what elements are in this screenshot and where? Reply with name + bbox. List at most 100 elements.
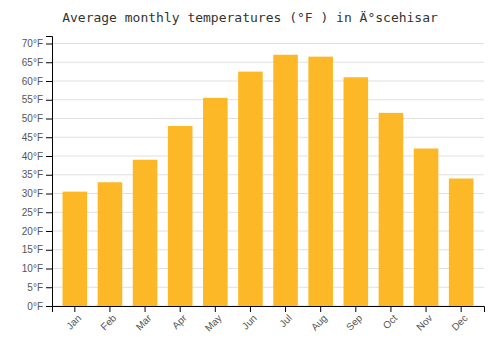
bar [344, 77, 369, 306]
y-tick-mark [46, 81, 52, 82]
x-tick-mark [74, 306, 75, 312]
x-tick: Jul [277, 306, 294, 329]
y-tick-label: 20°F [22, 226, 43, 237]
y-tick-label: 15°F [22, 244, 43, 255]
bar [414, 149, 439, 307]
y-tick-label: 30°F [22, 188, 43, 199]
y-tick-mark [46, 269, 52, 270]
x-tick-mark [426, 306, 427, 312]
x-tick-mark [461, 306, 462, 312]
x-tick-mark [320, 306, 321, 312]
bar [168, 126, 193, 306]
y-tick: 10°F [22, 263, 52, 274]
x-tick-label: Apr [170, 312, 189, 331]
y-tick-mark [46, 62, 52, 63]
y-tick: 35°F [22, 169, 52, 180]
y-axis-line [46, 37, 53, 307]
x-tick-mark [215, 306, 216, 312]
bar [63, 192, 88, 306]
y-tick: 20°F [22, 226, 52, 237]
x-axis-line [53, 307, 485, 313]
x-tick-label: Mar [134, 312, 154, 332]
x-tick: Sep [344, 306, 365, 333]
x-tick: Jun [240, 306, 259, 332]
y-tick-label: 45°F [22, 132, 43, 143]
bar [379, 113, 404, 306]
bar [308, 57, 333, 306]
x-tick-mark [390, 306, 391, 312]
y-tick-mark [46, 250, 52, 251]
grid-line [52, 62, 484, 63]
x-tick: May [203, 306, 224, 334]
x-tick-label: May [203, 312, 224, 333]
x-tick-label: Jun [240, 312, 259, 331]
y-tick-label: 35°F [22, 169, 43, 180]
x-tick-mark [109, 306, 110, 312]
x-tick-mark [180, 306, 181, 312]
y-tick-mark [46, 287, 52, 288]
bar [133, 160, 158, 306]
bar [273, 55, 298, 306]
y-tick-label: 5°F [27, 282, 43, 293]
y-tick: 30°F [22, 188, 52, 199]
y-tick-mark [46, 100, 52, 101]
bar [203, 98, 228, 306]
y-tick: 0°F [27, 301, 52, 312]
y-tick-mark [46, 175, 52, 176]
chart: 0°F 5°F 10°F 15°F 20°F 25°F 30°F 35°F 40°F 45°F 50… [0, 0, 500, 350]
x-tick-label: Jul [277, 312, 294, 329]
x-tick-label: Feb [98, 312, 118, 332]
y-tick: 15°F [22, 244, 52, 255]
y-tick-mark [46, 137, 52, 138]
bar [449, 179, 474, 307]
x-tick-mark [285, 306, 286, 312]
y-tick-mark [46, 44, 52, 45]
y-tick: 50°F [22, 113, 52, 124]
y-tick-label: 25°F [22, 207, 43, 218]
x-tick-mark [250, 306, 251, 312]
y-tick-mark [46, 156, 52, 157]
y-tick-label: 40°F [22, 151, 43, 162]
y-tick-mark [46, 119, 52, 120]
y-tick: 60°F [22, 76, 52, 87]
x-tick-label: Dec [449, 312, 469, 332]
y-axis: 0°F 5°F 10°F 15°F 20°F 25°F 30°F 35°F 40°F 45°F 50… [22, 37, 53, 312]
grid-line [52, 43, 484, 44]
x-tick: Apr [170, 306, 189, 331]
x-tick-label: Oct [381, 312, 400, 331]
x-tick: Mar [134, 306, 154, 332]
plot: 0°F 5°F 10°F 15°F 20°F 25°F 30°F 35°F 40°F 45°F 50… [22, 37, 485, 334]
y-tick: 40°F [22, 151, 52, 162]
x-tick-mark [355, 306, 356, 312]
bar [238, 72, 263, 306]
y-tick: 5°F [27, 282, 52, 293]
x-axis: JanFebMarAprMayJunJulAugSepOctNovDec [53, 306, 485, 334]
y-tick-label: 60°F [22, 76, 43, 87]
y-tick-label: 10°F [22, 263, 43, 274]
x-tick: Oct [381, 306, 400, 331]
x-tick: Nov [414, 306, 434, 333]
grid-line [52, 99, 484, 100]
x-tick-label: Jan [64, 312, 83, 331]
x-tick-label: Sep [344, 312, 365, 333]
x-tick: Jan [64, 306, 83, 332]
grid-line [52, 137, 484, 138]
y-tick-label: 70°F [22, 38, 43, 49]
x-tick-label: Nov [414, 312, 434, 332]
x-tick: Dec [449, 306, 469, 333]
y-tick-label: 50°F [22, 113, 43, 124]
y-tick-label: 0°F [27, 301, 43, 312]
y-tick: 65°F [22, 57, 52, 68]
y-tick-label: 55°F [22, 94, 43, 105]
bar [98, 182, 123, 306]
y-tick: 70°F [22, 38, 52, 49]
y-tick-mark [46, 231, 52, 232]
y-tick-mark [46, 212, 52, 213]
x-tick: Feb [98, 306, 118, 332]
y-tick-mark [46, 306, 52, 307]
bars [63, 55, 474, 306]
grid [52, 44, 484, 307]
y-tick-label: 65°F [22, 57, 43, 68]
grid-line [52, 81, 484, 82]
y-tick: 45°F [22, 132, 52, 143]
